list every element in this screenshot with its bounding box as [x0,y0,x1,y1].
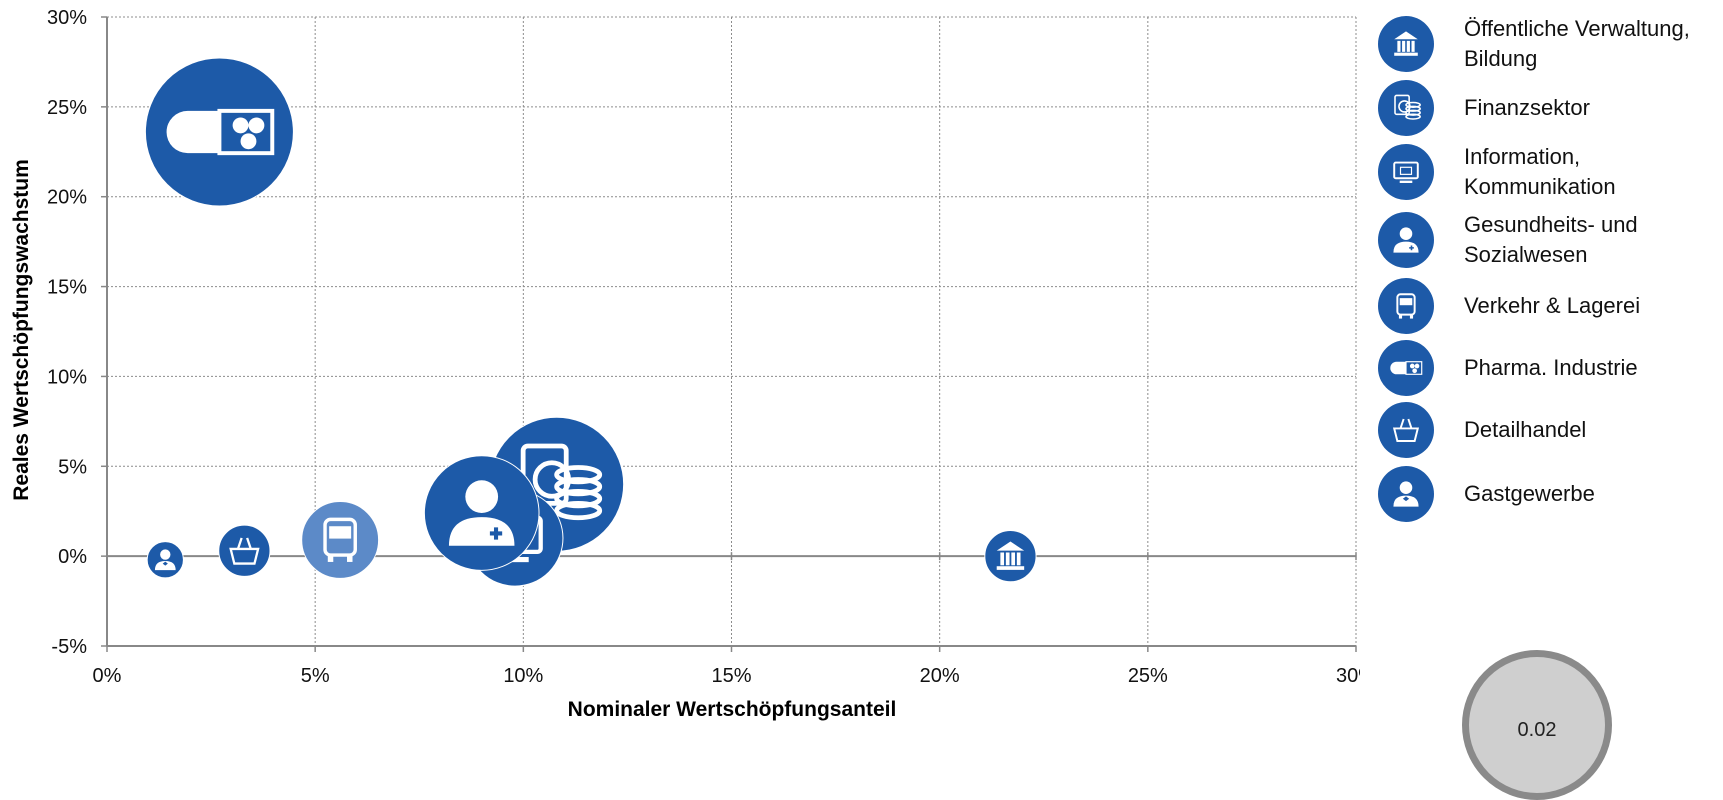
y-tick-label: 0% [58,546,87,568]
legend-label: Finanzsektor [1464,95,1590,120]
size-legend-label: 0.02 [1517,719,1557,741]
scatter-chart: 0% 5% 10% 15% 20% 25% 30% 30% 25% 20% 15% 10% 5% 0% -5… [10,7,1360,721]
legend-item: Detailhandel [1378,402,1719,458]
legend-item: Gesundheits- und Sozialwesen [1378,210,1719,270]
legend-item: Verkehr & Lagerei [1378,278,1719,334]
chart-bubbles [144,57,1037,587]
finance-icon [1378,80,1434,136]
x-tick-label: 10% [503,665,543,687]
y-tick-label: 5% [58,456,87,478]
size-legend-bubble: 0.02 [1462,650,1612,800]
chart-axes: 0% 5% 10% 15% 20% 25% 30% 30% 25% 20% 15% 10% 5% 0% -5… [47,7,1360,687]
bus-icon [1378,278,1434,334]
waiter-icon [1378,466,1434,522]
bubble-pill [144,57,294,207]
y-tick-label: 15% [47,277,87,299]
legend-label: Verkehr & Lagerei [1464,293,1641,318]
x-tick-label: 15% [711,665,751,687]
y-tick-label: 30% [47,7,87,29]
legend-label: Gastgewerbe [1464,481,1595,506]
x-tick-label: 5% [301,665,330,687]
bubble-doctor [423,455,540,571]
bubble-waiter [146,541,184,579]
computer-mail-icon [1378,144,1434,200]
x-tick-label: 0% [93,665,122,687]
bubble-government [984,530,1037,583]
y-axis-title: Reales Wertschöpfungswachstum [10,159,33,501]
y-tick-label: 25% [47,97,87,119]
bubble-bus [301,501,380,579]
y-tick-label: 20% [47,187,87,209]
government-icon [1378,16,1434,72]
legend-item: Information, Kommunikation [1378,142,1719,202]
basket-icon [1378,402,1434,458]
legend-label: Detailhandel [1464,417,1587,442]
legend-label: Öffentliche Verwaltung, Bildung [1464,16,1690,71]
legend-item: Finanzsektor [1378,80,1719,136]
legend-item: Gastgewerbe [1378,466,1719,522]
y-tick-label: -5% [51,636,87,658]
bubble-basket [218,524,271,577]
x-tick-label: 30% [1336,665,1360,687]
legend-label: Gesundheits- und Sozialwesen [1464,212,1638,267]
x-tick-label: 20% [920,665,960,687]
x-axis-title: Nominaler Wertschöpfungsanteil [568,698,897,721]
legend-item: Öffentliche Verwaltung, Bildung [1378,14,1719,74]
legend-item: Pharma. Industrie [1378,340,1719,396]
x-tick-label: 25% [1128,665,1168,687]
chart-grid [107,16,1357,647]
legend-label: Information, Kommunikation [1464,144,1616,199]
doctor-icon [1378,212,1434,268]
pill-icon [1378,340,1434,396]
legend-label: Pharma. Industrie [1464,355,1638,380]
y-tick-label: 10% [47,366,87,388]
